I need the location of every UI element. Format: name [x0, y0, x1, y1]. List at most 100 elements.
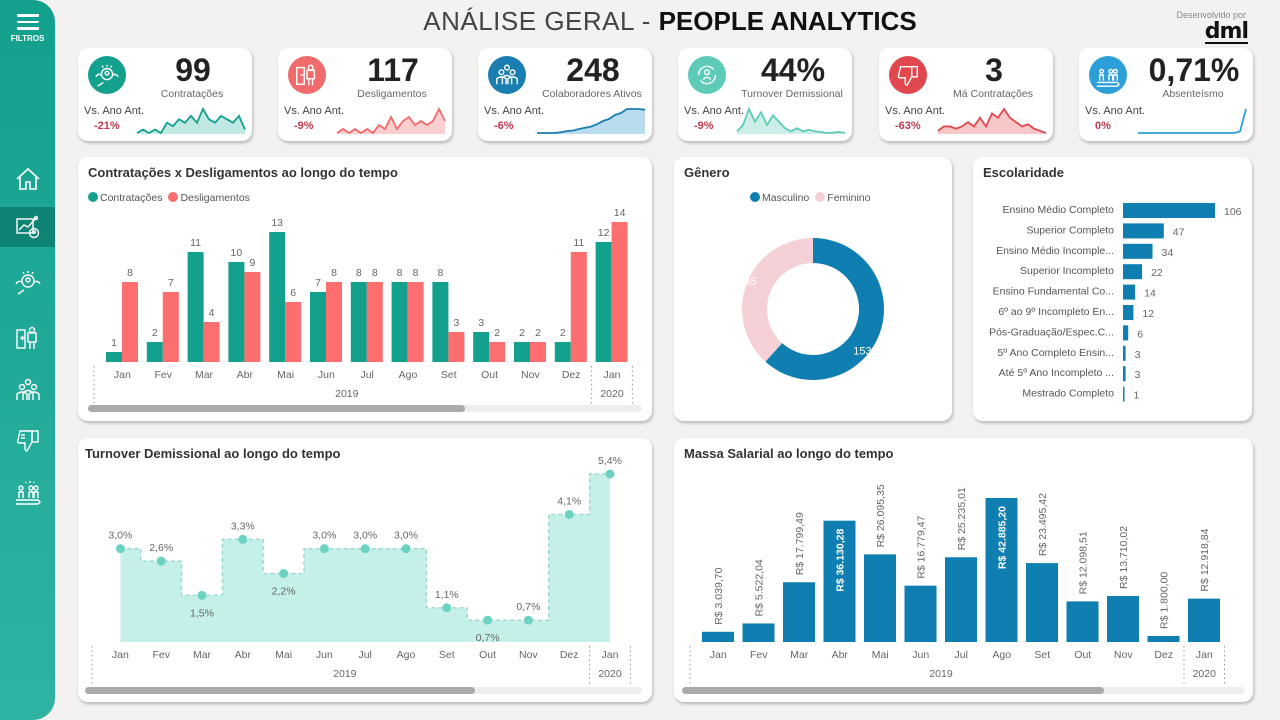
data-label: 2	[560, 327, 566, 339]
data-point	[564, 509, 574, 519]
kpi-comparison-label: Vs. Ano Ant.	[684, 105, 744, 117]
sidebar-item-overview[interactable]	[0, 207, 55, 247]
sparkline-area	[938, 109, 1046, 134]
bar-hires	[146, 342, 163, 362]
panel-title: Gênero	[684, 165, 730, 180]
kpi-sparkline	[136, 107, 246, 135]
bar-hires	[187, 252, 204, 362]
kpi-sparkline	[937, 107, 1047, 134]
kpi-comparison-label: Vs. Ano Ant.	[885, 105, 945, 117]
x-tick-label: Out	[1074, 649, 1091, 661]
data-label: 12	[598, 227, 610, 239]
category-label: Ensino Fundamental Co...	[993, 286, 1114, 298]
data-label: 8	[331, 267, 337, 279]
data-label: 5,4%	[598, 455, 622, 467]
panel-title: Contratações x Desligamentos ao longo do…	[88, 165, 398, 180]
x-tick-label: Set	[1034, 649, 1050, 661]
kpi-card-4[interactable]: 3 Má Contratações Vs. Ano Ant. -63%	[879, 48, 1053, 141]
developed-by-label: Desenvolvido por	[1176, 10, 1246, 20]
data-label: R$ 42.885,20	[997, 506, 1009, 569]
x-tick-label: Fev	[152, 649, 170, 661]
sidebar-item-bad-hires[interactable]	[0, 420, 55, 460]
x-tick-label: Jan	[604, 369, 621, 381]
x-tick-label: Jun	[318, 369, 335, 381]
data-label: R$ 17.799,49	[794, 512, 806, 575]
scrollbar-thumb[interactable]	[88, 405, 465, 412]
bar	[1107, 595, 1139, 642]
slice-label: 153	[853, 345, 871, 357]
donut-slice-feminino	[742, 238, 813, 362]
data-label: 14	[614, 207, 626, 219]
data-label: 1	[111, 337, 117, 349]
data-label: R$ 16.779,47	[916, 515, 928, 578]
data-label: 22	[1151, 267, 1163, 279]
bar	[1123, 386, 1125, 402]
x-tick-label: Dez	[560, 649, 579, 661]
slice-label: 95	[744, 276, 756, 288]
kpi-icon-badge	[488, 56, 526, 94]
hamburger-icon	[16, 14, 39, 30]
kpi-card-3[interactable]: 44% Turnover Demissional Vs. Ano Ant. -9…	[678, 48, 852, 141]
kpi-card-0[interactable]: 99 Contratações Vs. Ano Ant. -21%	[78, 48, 252, 141]
bar-terminations	[162, 292, 179, 362]
kpi-label: Contratações	[160, 88, 224, 100]
scrollbar-thumb[interactable]	[85, 687, 475, 694]
bar	[1123, 366, 1126, 382]
sidebar-item-absenteeism[interactable]	[0, 472, 55, 512]
data-label: R$ 36.130,28	[835, 529, 847, 592]
data-label: 3	[1135, 349, 1141, 361]
thumbs-down-icon	[16, 430, 39, 452]
x-tick-label: Mar	[193, 649, 212, 661]
bar-terminations	[285, 302, 302, 362]
data-label: 6	[1137, 328, 1143, 340]
recruit-search-icon	[95, 64, 119, 87]
kpi-delta: -9%	[694, 120, 714, 132]
education-bar-chart: Ensino Médio Completo 106 Superior Complet…	[989, 203, 1242, 402]
horizontal-scrollbar[interactable]	[682, 687, 1245, 694]
data-label: 1,5%	[190, 607, 214, 619]
bar-hires	[106, 352, 122, 362]
data-label: 14	[1144, 288, 1156, 300]
x-tick-label: Out	[481, 369, 498, 381]
kpi-card-2[interactable]: 248 Colaboradores Ativos Vs. Ano Ant. -6…	[478, 48, 652, 141]
gender-donut-chart: 153 95	[742, 238, 884, 380]
bar-terminations	[244, 272, 261, 362]
sparkline-area	[537, 109, 645, 134]
category-label: Pós-Graduação/Espec.C...	[989, 326, 1114, 338]
data-label: R$ 13.710,02	[1118, 526, 1130, 589]
horizontal-scrollbar[interactable]	[85, 687, 642, 694]
data-label: 3,0%	[394, 530, 418, 542]
kpi-value: 0,71%	[1148, 52, 1240, 88]
kpi-card-1[interactable]: 117 Desligamentos Vs. Ano Ant. -9%	[278, 48, 452, 141]
x-tick-label: Dez	[1154, 649, 1173, 661]
sidebar-item-employees[interactable]	[0, 370, 55, 410]
kpi-comparison-label: Vs. Ano Ant.	[284, 105, 344, 117]
legend-dot-icon	[750, 192, 760, 202]
bar	[1147, 635, 1180, 642]
sidebar: FILTROS	[0, 0, 55, 720]
data-point	[360, 544, 370, 554]
sidebar-item-recruitment[interactable]	[0, 262, 55, 302]
sidebar-item-home[interactable]	[0, 159, 55, 199]
kpi-card-5[interactable]: 0,71% Absenteísmo Vs. Ano Ant. 0%	[1079, 48, 1253, 141]
legend-item-hires[interactable]: Contratações	[88, 192, 162, 204]
sidebar-item-terminations[interactable]	[0, 318, 55, 358]
data-label: 10	[231, 247, 243, 259]
kpi-comparison-label: Vs. Ano Ant.	[84, 105, 144, 117]
data-label: R$ 12.098,51	[1078, 531, 1090, 594]
scrollbar-thumb[interactable]	[682, 687, 1105, 694]
filters-menu-button[interactable]: FILTROS	[0, 10, 55, 43]
x-tick-label: Jun	[912, 649, 929, 661]
kpi-icon-badge	[889, 56, 927, 94]
data-label: 0,7%	[476, 632, 500, 644]
kpi-value: 44%	[760, 52, 826, 88]
legend-item-terminations[interactable]: Desligamentos	[168, 192, 250, 204]
x-tick-label: Jan	[710, 649, 727, 661]
legend-dot-icon	[815, 192, 826, 202]
horizontal-scrollbar[interactable]	[88, 405, 642, 412]
step-line	[120, 473, 610, 621]
legend-item-female[interactable]: Feminino	[815, 192, 870, 204]
legend-item-male[interactable]: Masculino	[750, 192, 809, 204]
panel-title: Turnover Demissional ao longo do tempo	[85, 446, 341, 461]
data-point	[523, 615, 533, 625]
